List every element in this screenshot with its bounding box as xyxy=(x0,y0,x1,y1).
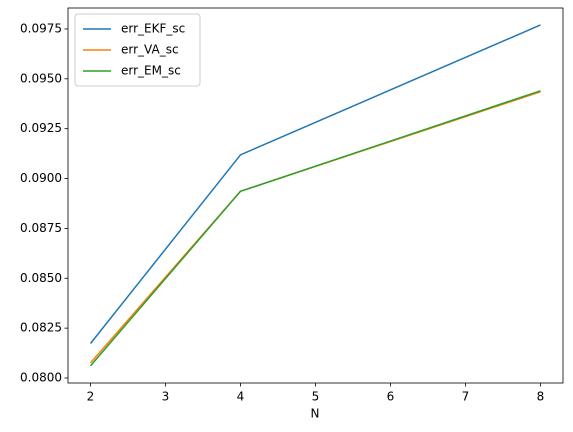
x-tick-label: 3 xyxy=(162,390,170,404)
line-series xyxy=(89,90,541,367)
x-tick-label: 7 xyxy=(462,390,470,404)
y-tick-label: 0.0950 xyxy=(20,71,62,85)
x-tick-label: 8 xyxy=(537,390,545,404)
line-series xyxy=(89,24,541,344)
y-tick-label: 0.0925 xyxy=(20,121,62,135)
x-tick-label: 4 xyxy=(237,390,245,404)
plot-frame xyxy=(67,7,564,384)
y-tick-label: 0.0875 xyxy=(20,221,62,235)
x-axis-label: N xyxy=(311,407,320,421)
y-tick-label: 0.0825 xyxy=(20,321,62,335)
legend-label: err_EKF_sc xyxy=(121,22,185,36)
y-tick-label: 0.0900 xyxy=(20,171,62,185)
y-tick-label: 0.0975 xyxy=(20,21,62,35)
x-tick-label: 2 xyxy=(87,390,95,404)
legend-label: err_VA_sc xyxy=(121,43,179,57)
x-tick-label: 5 xyxy=(312,390,320,404)
y-tick-label: 0.0850 xyxy=(20,271,62,285)
x-tick-label: 6 xyxy=(387,390,395,404)
legend-box xyxy=(74,13,201,87)
legend-label: err_EM_sc xyxy=(121,64,181,78)
y-tick-label: 0.0800 xyxy=(20,371,62,385)
